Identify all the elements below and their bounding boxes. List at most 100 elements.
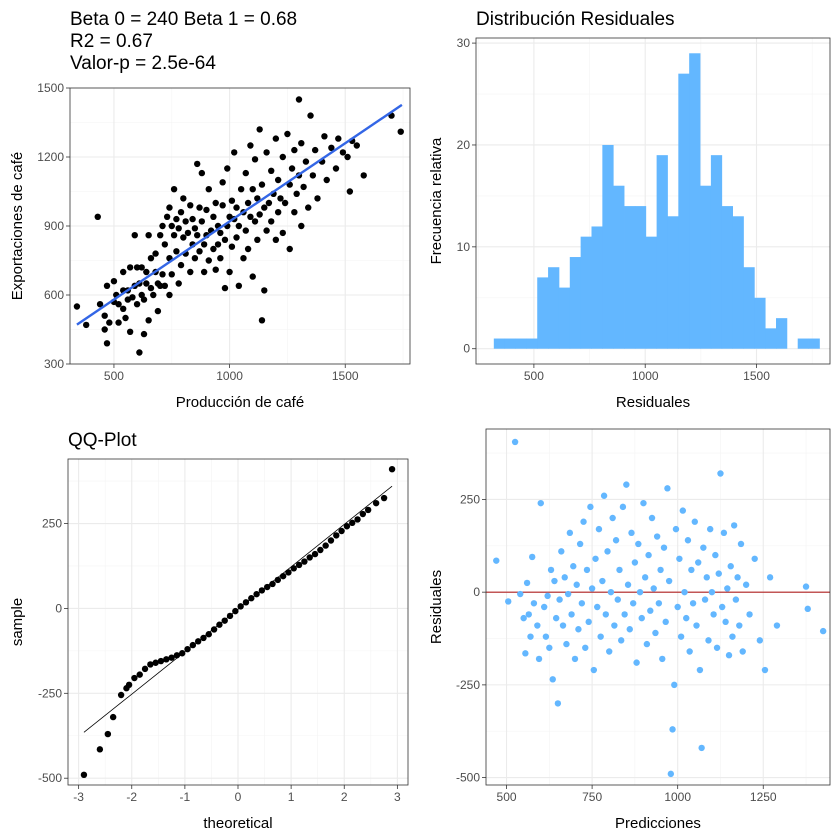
x-tick-label: 1500 <box>332 369 359 383</box>
panel-border <box>67 458 409 786</box>
data-point <box>600 492 608 499</box>
data-point <box>695 559 702 566</box>
data-point <box>552 614 560 622</box>
data-point <box>722 618 729 626</box>
data-point <box>493 557 500 564</box>
data-point <box>612 537 620 544</box>
data-point <box>147 661 154 668</box>
data-point <box>713 644 721 651</box>
data-point <box>645 551 652 559</box>
histogram-bar <box>732 216 744 349</box>
data-point <box>611 622 618 629</box>
data-point <box>94 213 101 220</box>
x-tick-label: 1000 <box>216 369 243 383</box>
data-point <box>163 213 171 220</box>
data-point <box>279 153 286 161</box>
data-point <box>279 572 287 580</box>
data-point <box>221 284 229 292</box>
data-point <box>561 574 568 581</box>
data-point <box>679 507 687 514</box>
y-tick-label: 250 <box>42 517 62 531</box>
data-point <box>655 600 663 607</box>
data-point <box>288 165 296 172</box>
data-point <box>115 319 122 326</box>
data-point <box>119 268 127 276</box>
data-point <box>168 271 175 278</box>
data-point <box>734 574 741 581</box>
data-point <box>187 268 194 276</box>
data-point <box>180 195 187 202</box>
data-point <box>247 213 254 220</box>
data-point <box>725 652 733 659</box>
data-point <box>200 268 208 276</box>
data-point <box>739 648 746 655</box>
data-point <box>131 232 138 239</box>
data-point <box>226 268 233 276</box>
y-tick-label: 250 <box>460 492 480 506</box>
data-point <box>672 525 680 533</box>
data-point <box>109 713 117 721</box>
data-point <box>119 305 127 312</box>
data-point <box>736 622 743 629</box>
histogram-bar <box>678 73 690 349</box>
histogram-bar <box>754 297 766 349</box>
data-point <box>720 529 728 537</box>
data-point <box>689 600 697 607</box>
data-point <box>542 633 550 640</box>
chart-title: QQ-Plot <box>68 430 137 451</box>
data-point <box>653 533 661 540</box>
data-point <box>189 215 196 223</box>
data-point <box>328 144 335 151</box>
histogram-bar <box>765 328 777 349</box>
y-tick-label: 1500 <box>37 81 64 95</box>
chart-panel-1: 500 1000 1500 300 600 900 1200 1500 Beta 0 = 240… <box>9 9 411 411</box>
data-point <box>727 563 734 570</box>
data-point <box>177 261 185 269</box>
data-point <box>196 248 203 255</box>
histogram-bar <box>624 206 636 349</box>
data-point <box>226 612 234 620</box>
data-point <box>346 188 354 195</box>
data-point <box>554 700 562 707</box>
data-point <box>624 581 632 588</box>
data-point <box>737 540 745 548</box>
data-point <box>732 596 740 603</box>
data-point <box>175 280 182 287</box>
data-point <box>210 245 217 253</box>
histogram-bar <box>667 216 679 349</box>
data-point <box>359 510 367 518</box>
data-point <box>305 204 312 211</box>
data-point <box>272 135 280 142</box>
data-point <box>268 167 275 174</box>
data-point <box>161 282 169 289</box>
data-point <box>623 481 630 488</box>
data-point <box>652 629 659 637</box>
data-point <box>261 287 268 294</box>
data-point <box>231 149 238 156</box>
data-point <box>636 588 644 596</box>
data-point <box>258 181 266 188</box>
data-point <box>291 209 298 216</box>
data-point <box>804 605 811 613</box>
data-point <box>530 600 538 607</box>
data-point <box>660 544 668 551</box>
histogram-bar <box>710 155 723 349</box>
panel-border <box>485 428 831 786</box>
data-point <box>547 566 555 574</box>
data-point <box>274 209 282 216</box>
data-point <box>277 195 284 202</box>
data-point <box>703 574 710 581</box>
data-point <box>306 554 313 561</box>
data-point <box>145 232 152 239</box>
data-point <box>212 199 219 207</box>
data-point <box>274 576 282 584</box>
data-point <box>154 307 162 315</box>
data-point <box>298 222 305 230</box>
data-point <box>180 234 187 241</box>
data-point <box>298 140 305 147</box>
data-point <box>141 665 149 673</box>
data-point <box>604 548 611 555</box>
x-tick-label: -1 <box>180 790 191 804</box>
data-point <box>580 518 587 525</box>
